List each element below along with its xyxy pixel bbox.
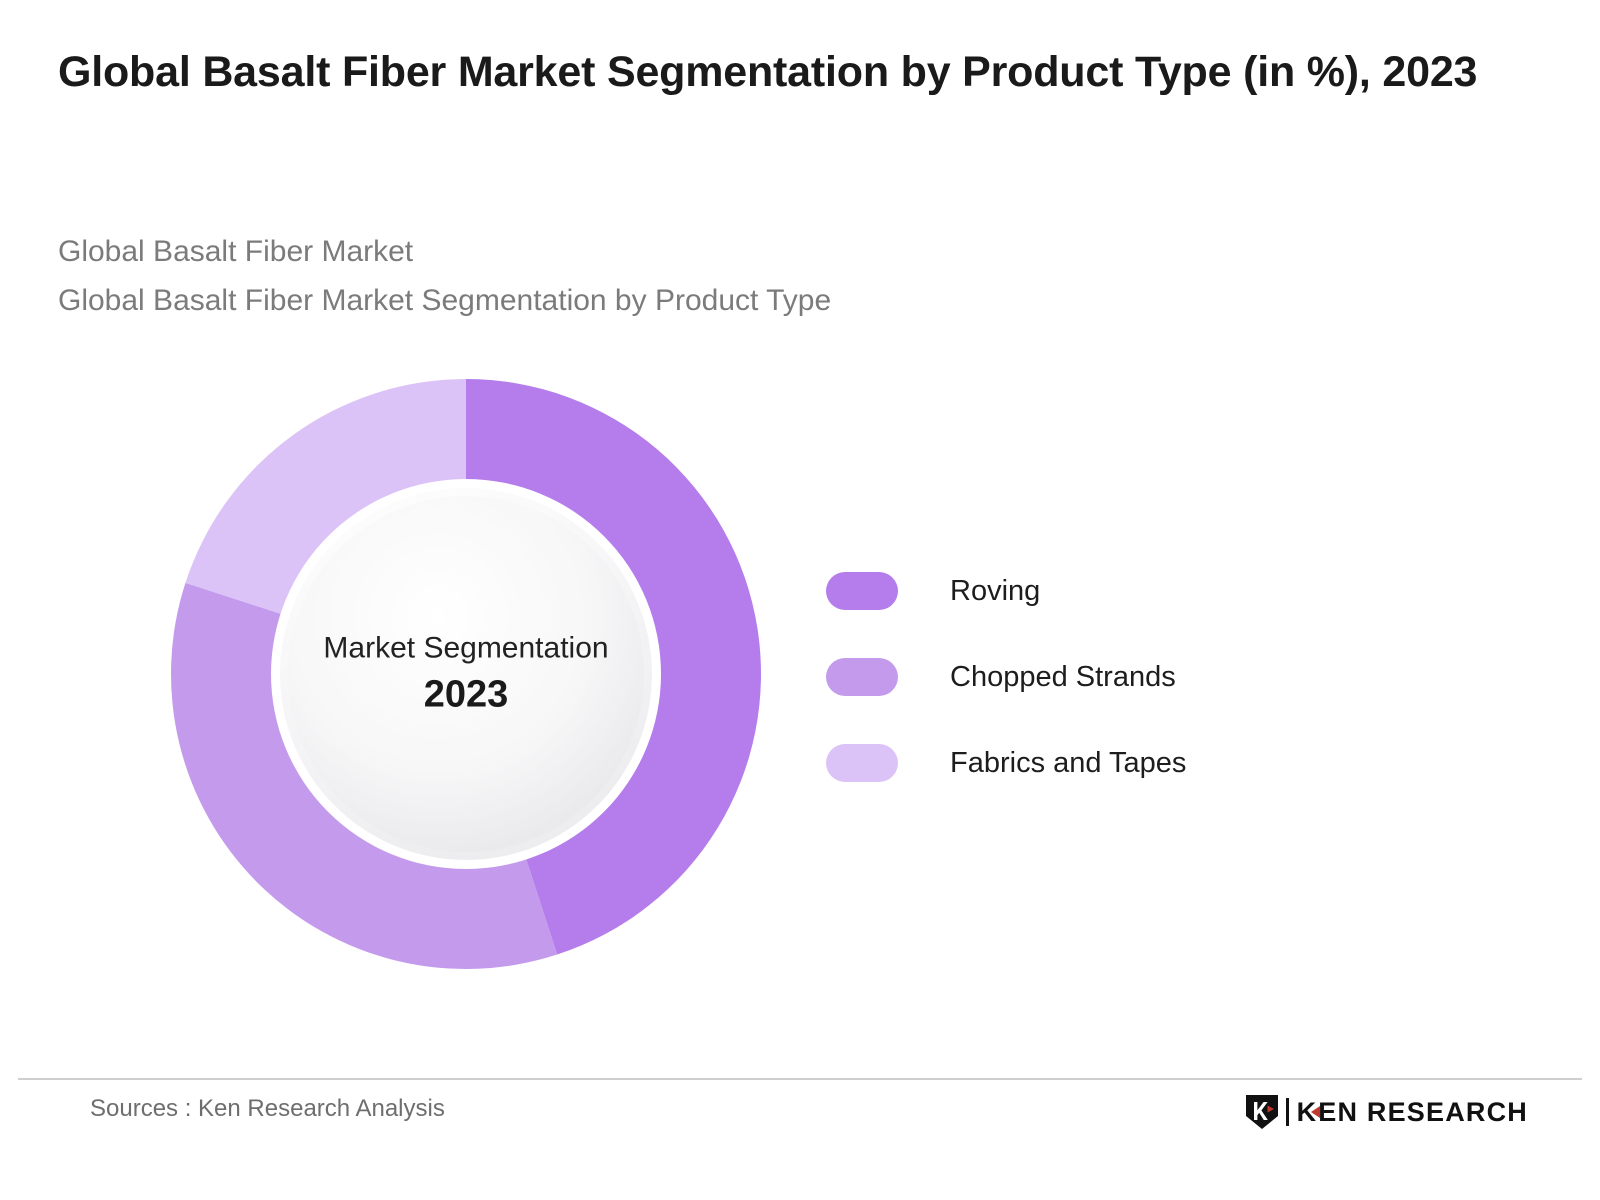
legend-label: Roving <box>950 574 1041 607</box>
brand-wordmark: K EN RESEARCH <box>1297 1096 1528 1127</box>
legend-label: Fabrics and Tapes <box>950 746 1187 779</box>
donut-svg <box>171 379 761 969</box>
donut-chart: Market Segmentation 2023 <box>170 378 762 970</box>
ken-research-logo: K EN RESEARCH <box>1245 1094 1528 1130</box>
brand-wordmark-rest: EN RESEARCH <box>1318 1096 1528 1127</box>
legend-item-roving[interactable]: Roving <box>826 548 1186 634</box>
chart-header: Global Basalt Fiber Market Segmentation … <box>58 42 1528 103</box>
source-note: Sources : Ken Research Analysis <box>90 1095 445 1122</box>
chart-legend: Roving Chopped Strands Fabrics and Tapes <box>826 548 1186 806</box>
ken-research-shield-icon <box>1245 1095 1278 1129</box>
legend-swatch-icon <box>826 744 898 782</box>
chart-subtitles: Global Basalt Fiber Market Global Basalt… <box>58 228 1358 325</box>
donut-slice[interactable] <box>171 582 558 969</box>
donut-hub <box>288 496 644 852</box>
page-title: Global Basalt Fiber Market Segmentation … <box>58 48 1478 96</box>
subtitle-market: Global Basalt Fiber Market <box>58 235 414 268</box>
footer-divider <box>18 1078 1582 1080</box>
donut-slice-group <box>171 379 761 969</box>
legend-item-fabrics-and-tapes[interactable]: Fabrics and Tapes <box>826 720 1186 806</box>
brand-accent-triangle-icon <box>1311 1105 1321 1118</box>
chart-area: Market Segmentation 2023 Roving Chopped … <box>0 330 1600 1050</box>
subtitle-segmentation: Global Basalt Fiber Market Segmentation … <box>58 283 832 317</box>
legend-item-chopped-strands[interactable]: Chopped Strands <box>826 634 1186 720</box>
logo-separator <box>1285 1098 1289 1126</box>
brand-wordmark-k: K <box>1297 1098 1321 1126</box>
legend-label: Chopped Strands <box>950 660 1176 693</box>
legend-swatch-icon <box>826 658 898 696</box>
donut-slice[interactable] <box>185 379 466 616</box>
legend-swatch-icon <box>826 572 898 610</box>
donut-slice[interactable] <box>466 379 761 955</box>
